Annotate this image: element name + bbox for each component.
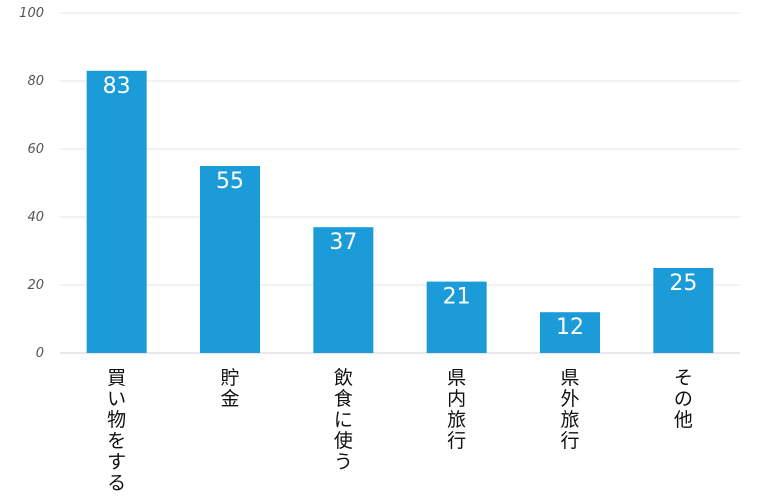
y-tick-label: 40 [27, 210, 44, 225]
bar-value-label: 12 [556, 315, 584, 340]
x-category-label: その他 [674, 367, 693, 431]
bar-4 [426, 281, 487, 353]
x-category-label: 貯金 [220, 367, 239, 410]
x-category-label: 県外旅行 [560, 367, 579, 452]
x-axis-category-labels: 買い物をする 貯金 飲食に使う 県内旅行 県外旅行 その他 [107, 367, 693, 494]
y-tick-label: 60 [27, 142, 44, 157]
bar-value-label: 83 [103, 74, 131, 99]
gridlines [60, 12, 740, 354]
y-tick-label: 100 [19, 6, 44, 21]
y-tick-label: 80 [27, 74, 44, 89]
x-category-label: 飲食に使う [334, 367, 353, 473]
bar-value-label: 25 [669, 271, 697, 296]
x-category-label: 買い物をする [107, 367, 126, 494]
bar-1 [86, 70, 147, 354]
bar-value-labels: 83 55 37 21 12 25 [103, 74, 698, 340]
y-tick-label: 20 [27, 278, 44, 293]
y-axis-tick-labels: 0 20 40 60 80 100 [19, 6, 44, 361]
y-tick-label: 0 [36, 346, 44, 361]
bar-value-label: 55 [216, 169, 244, 194]
bar-3 [313, 227, 374, 353]
bar-value-label: 21 [443, 285, 471, 310]
bar-value-label: 37 [329, 230, 357, 255]
bar-5 [540, 312, 600, 353]
bars [86, 70, 714, 354]
bar-6 [653, 268, 714, 353]
bar-2 [200, 166, 260, 353]
x-category-label: 県内旅行 [447, 367, 466, 452]
